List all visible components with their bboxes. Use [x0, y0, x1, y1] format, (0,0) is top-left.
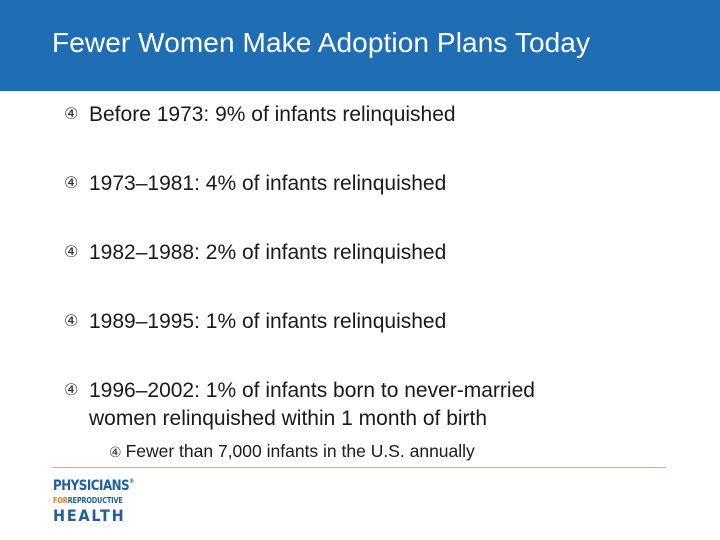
bullet-text: 1982–1988: 2% of infants relinquished	[89, 241, 447, 264]
bullet-marker-icon: ④	[64, 106, 79, 123]
organization-logo: PHYSICIANS® FORREPRODUCTIVE HEALTH	[53, 478, 143, 528]
bullet-item: ④ 1973–1981: 4% of infants relinquished	[64, 170, 446, 198]
logo-line-for-reproductive: FORREPRODUCTIVE	[53, 496, 123, 505]
logo-text-health: HEALTH	[53, 506, 126, 525]
logo-text-physicians: PHYSICIANS	[53, 478, 130, 494]
title-bar: Fewer Women Make Adoption Plans Today	[0, 0, 720, 91]
footer-divider	[52, 467, 666, 468]
sub-bullet-text: Fewer than 7,000 infants in the U.S. ann…	[125, 441, 475, 461]
sub-bullet-item: ④ Fewer than 7,000 infants in the U.S. an…	[109, 439, 475, 464]
bullet-text: 1989–1995: 1% of infants relinquished	[89, 310, 447, 333]
bullet-marker-icon: ④	[109, 444, 122, 460]
bullet-item: ④ Before 1973: 9% of infants relinquishe…	[64, 101, 456, 129]
bullet-item: ④ 1982–1988: 2% of infants relinquished	[64, 239, 446, 267]
bullet-marker-icon: ④	[64, 244, 79, 261]
bullet-text-line2: women relinquished within 1 month of bir…	[89, 407, 488, 430]
logo-text-for: FOR	[53, 496, 68, 505]
bullet-marker-icon: ④	[64, 382, 79, 399]
bullet-marker-icon: ④	[64, 313, 79, 330]
bullet-marker-icon: ④	[64, 175, 79, 192]
logo-line-physicians: PHYSICIANS®	[53, 478, 134, 494]
slide-title: Fewer Women Make Adoption Plans Today	[52, 27, 591, 58]
logo-registered-mark: ®	[129, 478, 134, 485]
bullet-item: ④ 1996–2002: 1% of infants born to never…	[64, 377, 535, 433]
bullet-item: ④ 1989–1995: 1% of infants relinquished	[64, 308, 446, 336]
bullet-text: Before 1973: 9% of infants relinquished	[89, 103, 456, 126]
bullet-text-line1: 1996–2002: 1% of infants born to never-m…	[89, 379, 535, 402]
bullet-text: 1973–1981: 4% of infants relinquished	[89, 172, 447, 195]
logo-text-reproductive: REPRODUCTIVE	[67, 496, 123, 505]
